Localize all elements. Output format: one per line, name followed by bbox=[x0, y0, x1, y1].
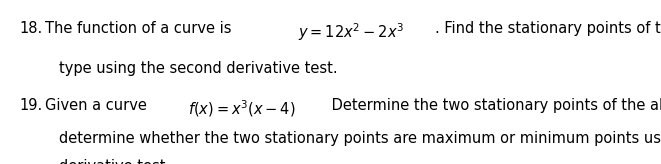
Text: The function of a curve is: The function of a curve is bbox=[45, 21, 241, 36]
Text: $y = 12x^2 - 2x^3$: $y = 12x^2 - 2x^3$ bbox=[297, 21, 404, 43]
Text: Given a curve: Given a curve bbox=[45, 98, 156, 113]
Text: 18.: 18. bbox=[20, 21, 43, 36]
Text: Determine the two stationary points of the above curve. Hence,: Determine the two stationary points of t… bbox=[327, 98, 661, 113]
Text: determine whether the two stationary points are maximum or minimum points using : determine whether the two stationary poi… bbox=[59, 131, 661, 146]
Text: type using the second derivative test.: type using the second derivative test. bbox=[59, 61, 338, 76]
Text: $f(x) = x^3(x-4)$: $f(x) = x^3(x-4)$ bbox=[188, 98, 296, 119]
Text: . Find the stationary points of the curve and determine its: . Find the stationary points of the curv… bbox=[434, 21, 661, 36]
Text: 19.: 19. bbox=[20, 98, 43, 113]
Text: derivative test.: derivative test. bbox=[59, 159, 171, 164]
